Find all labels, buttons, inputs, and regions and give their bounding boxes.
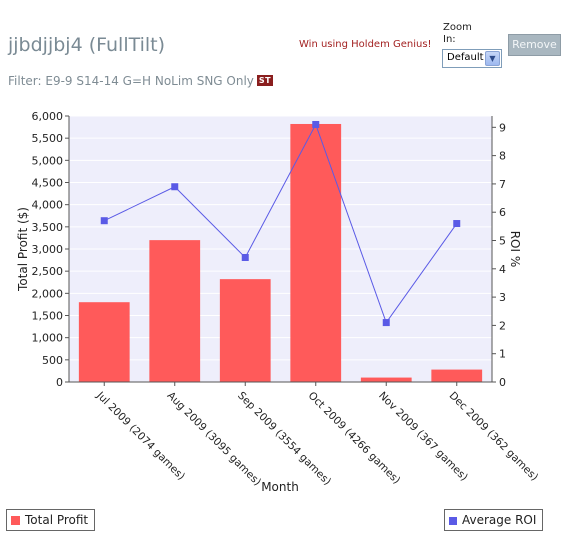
player-name-title: jjbdjjbj4 (FullTilt) [8,34,166,56]
zoom-select[interactable]: Default ▼ [442,49,502,68]
roi-point [453,220,461,228]
y2-tick-label: 1 [499,348,506,361]
legend-average-roi-label: Average ROI [462,513,537,527]
legend-total-profit-label: Total Profit [25,513,89,527]
roi-point [382,319,390,327]
roi-point [100,217,108,225]
y-tick-label: 3,000 [32,243,64,256]
y-tick-label: 4,500 [32,177,64,190]
y-tick-label: 2,000 [32,287,64,300]
y2-axis-title: ROI % [508,231,522,268]
y2-tick-label: 8 [499,150,506,163]
bar [290,123,342,382]
bar [78,302,130,382]
y-tick-label: 1,000 [32,332,64,345]
roi-point [312,120,320,128]
bar [431,369,483,382]
y-axis-title: Total Profit ($) [16,207,30,292]
x-axis-title: Month [261,480,299,494]
bar [360,377,412,382]
bar [149,240,201,382]
legend-line-swatch [449,517,457,525]
holdem-genius-promo-link[interactable]: Win using Holdem Genius! [299,39,432,50]
y-tick-label: 0 [56,376,63,389]
y-tick-label: 6,000 [32,110,64,123]
y-tick-label: 5,500 [32,132,64,145]
y2-tick-label: 6 [499,206,506,219]
y-tick-label: 500 [42,354,63,367]
y2-tick-label: 7 [499,178,506,191]
filter-badge: ST [256,75,274,86]
zoom-select-value: Default [447,52,484,63]
y-tick-label: 5,000 [32,154,64,167]
y-tick-label: 2,500 [32,265,64,278]
filter-line: Filter: E9-9 S14-14 G=H NoLim SNG Only ST [8,74,274,88]
y2-tick-label: 3 [499,291,506,304]
y2-tick-label: 4 [499,263,506,276]
y2-tick-label: 5 [499,235,506,248]
y2-tick-label: 0 [499,376,506,389]
filter-text: Filter: E9-9 S14-14 G=H NoLim SNG Only [8,74,254,88]
legend-average-roi: Average ROI [444,509,544,531]
y-tick-label: 4,000 [32,199,64,212]
remove-button[interactable]: Remove [508,34,561,56]
y2-tick-label: 9 [499,121,506,134]
y-tick-label: 1,500 [32,310,64,323]
legend-bar-swatch [11,516,20,525]
legend-total-profit: Total Profit [6,509,96,531]
bar [219,279,271,382]
y2-tick-label: 2 [499,319,506,332]
roi-line [104,123,458,324]
y-tick-label: 3,500 [32,221,64,234]
zoom-label: Zoom In: [443,22,472,45]
chevron-down-icon[interactable]: ▼ [485,51,500,66]
roi-point [171,183,179,191]
roi-point [241,253,249,261]
